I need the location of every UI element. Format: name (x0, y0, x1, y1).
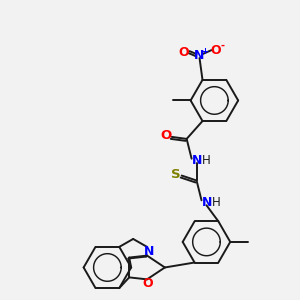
Text: S: S (171, 168, 181, 181)
Text: N: N (192, 154, 203, 167)
Text: -: - (220, 41, 224, 51)
Text: O: O (210, 44, 221, 57)
Text: N: N (144, 245, 154, 258)
Text: O: O (160, 129, 172, 142)
Text: O: O (143, 277, 153, 290)
Text: N: N (194, 49, 205, 62)
Text: H: H (212, 196, 221, 209)
Text: +: + (201, 46, 208, 56)
Text: O: O (178, 46, 189, 59)
Text: H: H (202, 154, 211, 167)
Text: N: N (202, 196, 213, 209)
